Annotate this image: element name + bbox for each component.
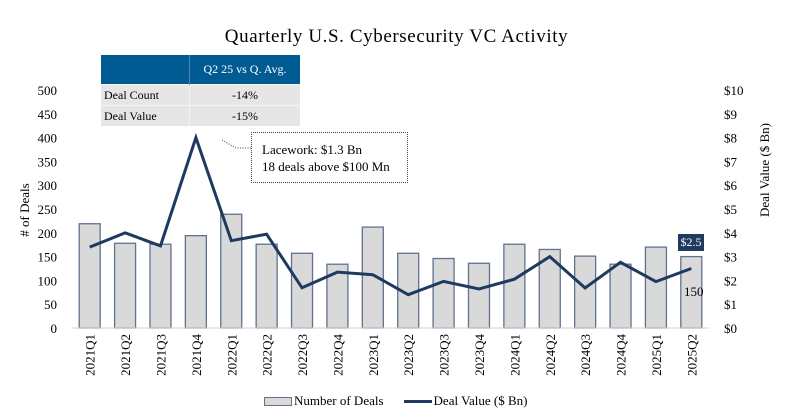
summary-header-blank <box>101 55 190 85</box>
right-tick-label: $1 <box>724 297 737 312</box>
annotation-callout: Lacework: $1.3 Bn 18 deals above $100 Mn <box>251 132 408 183</box>
x-tick-label: 2022Q3 <box>295 334 310 376</box>
right-axis-ticks: $0 $1 $2 $3 $4 $5 $6 $7 $8 $9 $10 <box>724 83 744 336</box>
bar-2022Q2 <box>255 243 278 329</box>
right-tick-label: $3 <box>724 250 737 265</box>
annotation-line: Lacework: $1.3 Bn <box>262 142 363 157</box>
bar-2022Q1 <box>220 213 243 329</box>
summary-row-label: Deal Value <box>101 105 190 126</box>
left-tick-label: 200 <box>38 226 58 241</box>
right-tick-label: $4 <box>724 226 738 241</box>
left-tick-label: 500 <box>38 83 58 98</box>
bar-data-label: 150 <box>684 284 704 299</box>
chart-title: Quarterly U.S. Cybersecurity VC Activity <box>224 26 569 47</box>
right-tick-label: $7 <box>724 154 738 169</box>
summary-row: Deal Count -14% <box>101 84 300 106</box>
summary-row-label: Deal Count <box>101 84 190 106</box>
left-axis-ticks: 0 50 100 150 200 250 300 350 400 450 500 <box>38 83 58 336</box>
legend-line-label: Deal Value ($ Bn) <box>433 393 528 408</box>
summary-header-label: Q2 25 vs Q. Avg. <box>189 55 300 85</box>
x-tick-label: 2022Q4 <box>330 334 345 376</box>
left-axis-title: # of Deals <box>17 183 32 236</box>
legend-bar-label: Number of Deals <box>294 393 384 408</box>
x-tick-label: 2024Q3 <box>578 334 593 376</box>
x-tick-label: 2023Q2 <box>401 334 416 376</box>
bar-2024Q4 <box>609 263 632 329</box>
summary-row: Deal Value -15% <box>101 105 300 126</box>
x-tick-label: 2025Q2 <box>684 334 699 376</box>
annotation-line: 18 deals above $100 Mn <box>262 159 390 174</box>
x-tick-label: 2021Q1 <box>83 334 98 376</box>
x-tick-label: 2023Q1 <box>366 334 381 376</box>
left-tick-label: 350 <box>38 154 58 169</box>
x-tick-label: 2022Q2 <box>260 334 275 376</box>
x-tick-label: 2021Q4 <box>189 334 204 376</box>
line-data-label: $2.5 <box>678 234 704 251</box>
left-tick-label: 50 <box>44 297 57 312</box>
summary-row-value: -15% <box>189 105 300 126</box>
x-tick-label: 2023Q3 <box>437 334 452 376</box>
x-tick-label: 2021Q3 <box>153 334 168 376</box>
bar-2021Q4 <box>184 235 208 329</box>
legend-line-swatch <box>403 399 432 403</box>
bar-series <box>78 213 703 329</box>
bar-2021Q1 <box>78 223 101 329</box>
right-tick-label: $9 <box>724 107 737 122</box>
x-tick-label: 2025Q1 <box>649 334 664 376</box>
legend: Number of Deals Deal Value ($ Bn) <box>264 393 528 409</box>
x-tick-label: 2024Q1 <box>507 334 522 376</box>
x-tick-label: 2022Q1 <box>224 334 239 376</box>
right-tick-label: $6 <box>724 178 738 193</box>
right-tick-label: $0 <box>724 321 737 336</box>
deal-value-line <box>89 132 692 297</box>
right-tick-label: $8 <box>724 131 737 146</box>
left-tick-label: 0 <box>51 321 58 336</box>
left-tick-label: 250 <box>38 202 58 217</box>
summary-table: Q2 25 vs Q. Avg. Deal Count -14% Deal Va… <box>101 55 300 126</box>
left-tick-label: 150 <box>38 250 58 265</box>
bar-2022Q3 <box>290 252 314 329</box>
bar-2024Q1 <box>503 243 526 329</box>
bar-2023Q3 <box>432 257 455 329</box>
x-axis-ticks: 2021Q1 2021Q2 2021Q3 2021Q4 2022Q1 2022Q2 2022… <box>83 334 700 376</box>
bar-2025Q1 <box>644 246 668 329</box>
x-tick-label: 2023Q4 <box>472 334 487 376</box>
legend-bar-swatch <box>264 396 292 406</box>
bar-2024Q3 <box>573 255 597 329</box>
left-tick-label: 300 <box>38 178 58 193</box>
right-tick-label: $10 <box>724 83 744 98</box>
x-tick-label: 2024Q2 <box>543 334 558 376</box>
left-tick-label: 400 <box>38 131 58 146</box>
bar-2021Q2 <box>113 242 137 329</box>
x-tick-label: 2024Q4 <box>614 334 629 376</box>
callout-pointer <box>221 139 251 149</box>
bar-2021Q3 <box>149 243 172 329</box>
x-tick-label: 2021Q2 <box>118 334 133 376</box>
line-series <box>89 132 692 297</box>
left-tick-label: 100 <box>38 273 58 288</box>
right-axis-title: Deal Value ($ Bn) <box>757 123 772 217</box>
bar-2023Q4 <box>467 262 491 329</box>
left-tick-label: 450 <box>38 107 58 122</box>
summary-row-value: -14% <box>189 84 300 106</box>
right-tick-label: $5 <box>724 202 737 217</box>
right-tick-label: $2 <box>724 273 737 288</box>
summary-header-row: Q2 25 vs Q. Avg. <box>101 55 300 85</box>
